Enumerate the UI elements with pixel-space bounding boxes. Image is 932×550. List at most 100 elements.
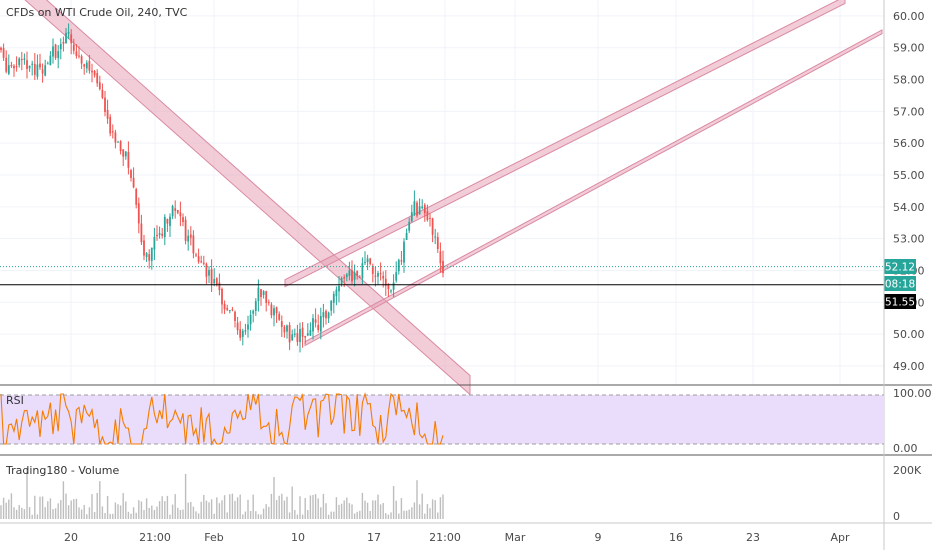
- candle-body: [270, 304, 273, 316]
- volume-bar: [434, 500, 436, 519]
- candle-body: [153, 236, 156, 250]
- volume-bar: [275, 500, 278, 519]
- candle-body: [106, 109, 109, 119]
- volume-bar: [278, 495, 280, 519]
- volume-bar: [340, 503, 343, 519]
- volume-bar: [262, 508, 265, 519]
- candle-body: [405, 232, 408, 240]
- candle-body: [88, 60, 91, 71]
- candle-body: [299, 329, 301, 342]
- candle-body: [377, 273, 379, 277]
- candle-body: [213, 279, 216, 284]
- candle-body: [436, 237, 439, 250]
- candle-body: [143, 240, 145, 256]
- volume-bar: [62, 481, 65, 519]
- price-tick-label: 53.00: [893, 233, 925, 246]
- candle-body: [296, 333, 299, 342]
- volume-bar: [229, 494, 231, 519]
- candle-body: [195, 254, 197, 256]
- candle-body: [135, 188, 138, 205]
- time-tick-label: 17: [367, 531, 381, 544]
- candle-body: [119, 141, 122, 152]
- volume-bar: [135, 512, 137, 519]
- candle-body: [2, 48, 5, 58]
- last-price-badge: 52.12: [884, 259, 916, 274]
- candle-body: [187, 235, 190, 242]
- candle-body: [358, 276, 361, 278]
- candle-body: [319, 316, 322, 332]
- volume-bar: [145, 498, 148, 519]
- candle-body: [275, 307, 278, 314]
- candle-body: [54, 44, 57, 58]
- volume-bar: [385, 513, 387, 519]
- candle-body: [390, 290, 392, 292]
- candle-body: [286, 325, 288, 332]
- trend-channel[interactable]: [304, 29, 883, 347]
- candle-body: [400, 260, 403, 262]
- candle-body: [384, 278, 387, 286]
- volume-bar: [138, 500, 140, 519]
- volume-bar: [52, 509, 54, 519]
- volume-bar: [13, 507, 15, 519]
- countdown-value: 08:18: [885, 279, 915, 291]
- candle-body: [254, 300, 257, 311]
- candle-body: [26, 60, 28, 69]
- volume-bar: [112, 513, 114, 519]
- candle-body: [374, 275, 377, 277]
- volume-bar: [67, 505, 70, 519]
- rsi-band: [0, 395, 884, 444]
- candle-body: [327, 312, 330, 319]
- candle-body: [361, 263, 364, 279]
- volume-bar: [221, 500, 223, 519]
- volume-bar: [299, 496, 301, 519]
- candle-body: [145, 253, 148, 257]
- candle-body: [293, 333, 296, 335]
- candle-body: [218, 282, 221, 291]
- candle-body: [7, 65, 10, 74]
- candle-body: [325, 310, 327, 319]
- candle-body: [98, 82, 101, 90]
- volume-bar: [86, 514, 88, 519]
- trend-channels[interactable]: [0, 0, 883, 396]
- volume-bar: [392, 486, 395, 519]
- candle-body: [83, 64, 86, 67]
- volume-bar: [408, 509, 410, 519]
- volume-bar: [192, 506, 195, 519]
- price-axis: 60.00 59.00 58.00 57.00 56.00 55.00 54.00 53.00…: [893, 10, 925, 373]
- candle-body: [223, 303, 226, 310]
- volume-bar: [244, 511, 247, 519]
- time-tick-label: Mar: [505, 531, 526, 544]
- volume-bar: [301, 514, 304, 519]
- volume-bar: [182, 509, 184, 519]
- candle-body: [210, 269, 213, 284]
- volume-bar: [174, 494, 176, 519]
- volume-bar: [346, 497, 348, 519]
- candle-body: [423, 204, 426, 214]
- candle-body: [200, 261, 203, 263]
- volume-bar: [18, 505, 20, 519]
- volume-bar: [213, 513, 215, 519]
- volume-bar: [99, 481, 101, 519]
- volume-bar: [140, 501, 143, 519]
- time-tick-label: 21:00: [139, 531, 171, 544]
- price-tick-label: 55.00: [893, 169, 925, 182]
- candle-body: [416, 202, 418, 216]
- candle-body: [348, 270, 351, 276]
- candle-body: [371, 265, 374, 274]
- candle-body: [65, 32, 67, 44]
- candle-body: [343, 277, 346, 279]
- volume-bar: [28, 507, 31, 519]
- candle-body: [41, 69, 44, 74]
- candle-body: [278, 313, 281, 320]
- volume-bar: [205, 500, 208, 519]
- candle-body: [0, 47, 2, 50]
- candle-body: [10, 64, 13, 67]
- candle-body: [421, 206, 424, 209]
- volume-tick-0: 0: [893, 510, 900, 523]
- volume-bar: [187, 502, 189, 519]
- volume-bar: [156, 506, 158, 519]
- volume-bar: [96, 492, 98, 519]
- time-tick-label: 16: [669, 531, 683, 544]
- candle-body: [260, 289, 262, 298]
